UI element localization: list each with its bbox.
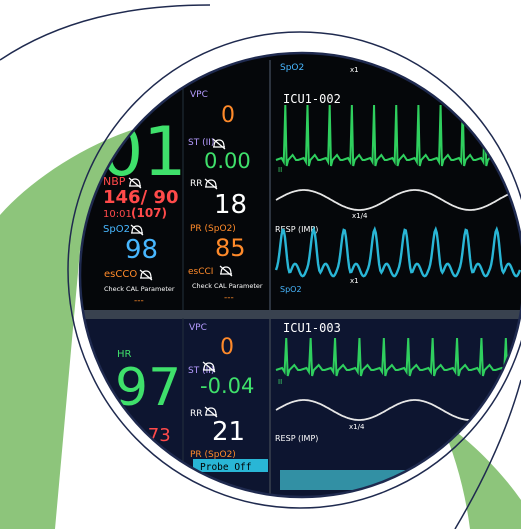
- spo2-value: 98: [125, 235, 158, 265]
- scale-x1: x1: [350, 277, 359, 285]
- alarm-off-icon: [130, 224, 144, 236]
- outer-ring: [67, 31, 521, 509]
- nbp-label: NBP: [103, 175, 126, 188]
- escco-label: esCCO: [104, 269, 137, 280]
- dashes-1: ---: [134, 296, 144, 306]
- alarm-off-icon: [219, 265, 233, 277]
- alarm-off-icon: [212, 138, 226, 150]
- st-value: 0.00: [204, 149, 251, 173]
- rr-value: 18: [214, 190, 247, 220]
- bed-label-bottom: ICU1-003: [283, 321, 341, 335]
- hr-label: HR: [117, 349, 132, 360]
- probe-off-status: Probe Off: [200, 462, 251, 473]
- lead-ii-bottom: II: [278, 378, 282, 386]
- vpc-label: VPC: [190, 90, 208, 100]
- nbp-time: 10:01: [103, 209, 132, 220]
- photo-circle-border: [78, 51, 521, 499]
- escci-label: esCCI: [188, 267, 213, 277]
- bottom-right-arc-line: [454, 379, 521, 529]
- pr-value: 85: [215, 234, 246, 262]
- vpc-value-bottom: 0: [220, 335, 234, 360]
- alarm-off-icon: [204, 406, 218, 418]
- scale-top-label: x1: [350, 66, 359, 74]
- alarm-off-icon: [128, 177, 142, 189]
- hr-value: 97: [115, 358, 181, 418]
- bed-label-top: ICU1-002: [283, 92, 341, 106]
- alarm-off-icon: [202, 361, 216, 373]
- left-arc-line: [0, 4, 211, 61]
- st-value-bottom: -0.04: [200, 374, 254, 398]
- resp-label-bottom: RESP (IMP): [275, 434, 318, 443]
- check-cal-2: Check CAL Parameter: [192, 282, 263, 290]
- alarm-off-icon: [139, 269, 153, 281]
- resp-waveform-top: [275, 189, 521, 211]
- ecg-waveform-top: [275, 104, 519, 167]
- spo2-wave-label: SpO2: [280, 285, 302, 294]
- pr-label: PR (SpO2): [190, 224, 236, 234]
- scale-x1-4-top: x1/4: [352, 212, 368, 220]
- ecg-waveform-bottom: [275, 337, 519, 377]
- rr-value-bottom: 21: [212, 417, 245, 447]
- alarm-off-icon: [204, 178, 218, 190]
- left-leaf-shape: [0, 115, 205, 529]
- rr-label-bottom: RR: [190, 409, 203, 419]
- check-cal-1: Check CAL Parameter: [104, 285, 175, 293]
- rr-label: RR: [190, 179, 203, 189]
- dashes-2: ---: [224, 293, 234, 303]
- vpc-value: 0: [221, 103, 235, 128]
- vpc-label-bottom: VPC: [189, 323, 207, 333]
- pr-label-bottom: PR (SpO2): [190, 450, 236, 460]
- spo2-label: SpO2: [103, 224, 130, 235]
- nbp-mean: (107): [131, 206, 167, 220]
- st-label: ST (II): [188, 138, 214, 148]
- scale-x1-4-bottom: x1/4: [349, 423, 365, 431]
- bottom-right-leaf-shape: [440, 420, 521, 529]
- lead-ii-top: II: [278, 166, 282, 174]
- st-label-bottom: ST (II): [188, 366, 214, 376]
- spo2-waveform: [274, 225, 521, 278]
- nbp-value: 146/ 90: [103, 187, 178, 208]
- resp-label-top: RESP (IMP): [275, 225, 318, 234]
- spo2-top-label: SpO2: [280, 63, 304, 73]
